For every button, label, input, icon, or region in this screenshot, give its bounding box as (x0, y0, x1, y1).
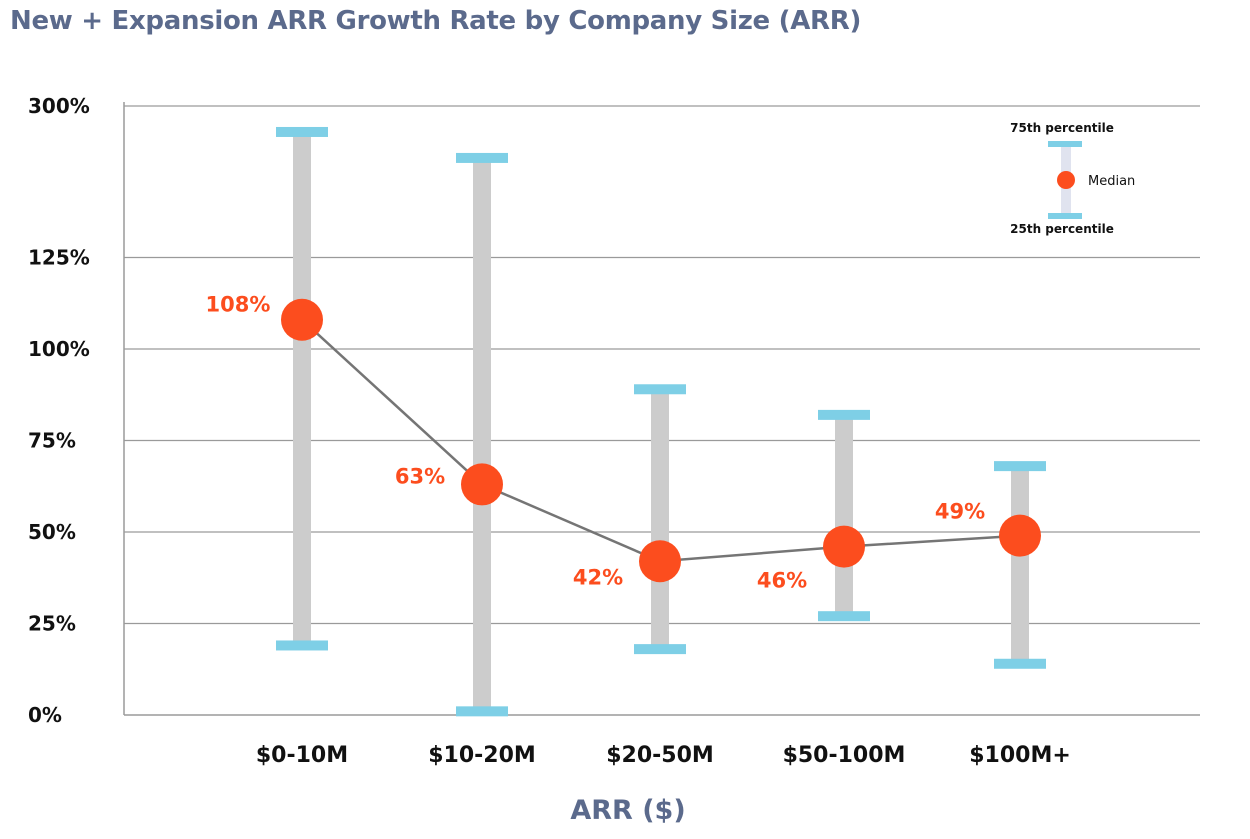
legend-median-marker (1057, 171, 1075, 189)
median-data-label: 46% (757, 569, 807, 593)
axis-layer: 0% 25% 50% 75% 100% 125% 300% $0-10M $10-20M $20-… (28, 94, 1071, 768)
p75-cap (456, 152, 508, 163)
legend-p25-label: 25th percentile (1010, 222, 1114, 236)
y-tick-label: 300% (28, 94, 90, 118)
whisker-bar (835, 414, 853, 617)
x-tick-label: $10-20M (428, 743, 536, 768)
p75-cap (634, 384, 686, 395)
median-data-label: 108% (206, 293, 271, 317)
y-tick-label: 75% (28, 429, 76, 453)
y-tick-label: 0% (28, 703, 62, 727)
whisker-bar (1011, 466, 1029, 664)
p75-cap (994, 461, 1046, 472)
median-data-label: 49% (935, 500, 985, 524)
x-tick-label: $50-100M (783, 743, 906, 768)
legend: 75th percentile Median 25th percentile (958, 112, 1182, 248)
p75-cap (276, 126, 328, 137)
x-tick-label: $0-10M (256, 743, 348, 768)
p25-cap (276, 640, 328, 651)
chart-title: New + Expansion ARR Growth Rate by Compa… (10, 6, 862, 36)
y-tick-label: 125% (28, 246, 90, 270)
median-data-label: 42% (573, 565, 623, 589)
whisker-bar (651, 389, 669, 650)
median-point-layer (281, 298, 1041, 583)
p25-cap (818, 611, 870, 622)
p25-cap (456, 706, 508, 717)
y-tick-label: 50% (28, 520, 76, 544)
p25-cap (634, 644, 686, 655)
median-point (823, 525, 865, 568)
median-point (999, 514, 1041, 557)
median-point (281, 298, 323, 341)
legend-p75-label: 75th percentile (1010, 121, 1114, 135)
p75-cap (818, 409, 870, 420)
p25-cap (994, 658, 1046, 669)
x-tick-label: $100M+ (969, 743, 1071, 768)
y-tick-label: 25% (28, 612, 76, 636)
median-point (461, 463, 503, 506)
whisker-bar (293, 131, 311, 646)
median-point (639, 540, 681, 583)
whisker-bar (473, 157, 491, 712)
legend-p25-cap (1048, 213, 1082, 219)
label-layer: 108% 63% 42% 46% 49% (206, 293, 986, 593)
y-tick-label: 100% (28, 337, 90, 361)
median-data-label: 63% (395, 464, 445, 488)
legend-median-label: Median (1088, 174, 1135, 189)
x-axis-title: ARR ($) (570, 795, 685, 826)
legend-p75-cap (1048, 141, 1082, 147)
range-layer (276, 126, 1046, 717)
x-tick-label: $20-50M (606, 743, 714, 768)
